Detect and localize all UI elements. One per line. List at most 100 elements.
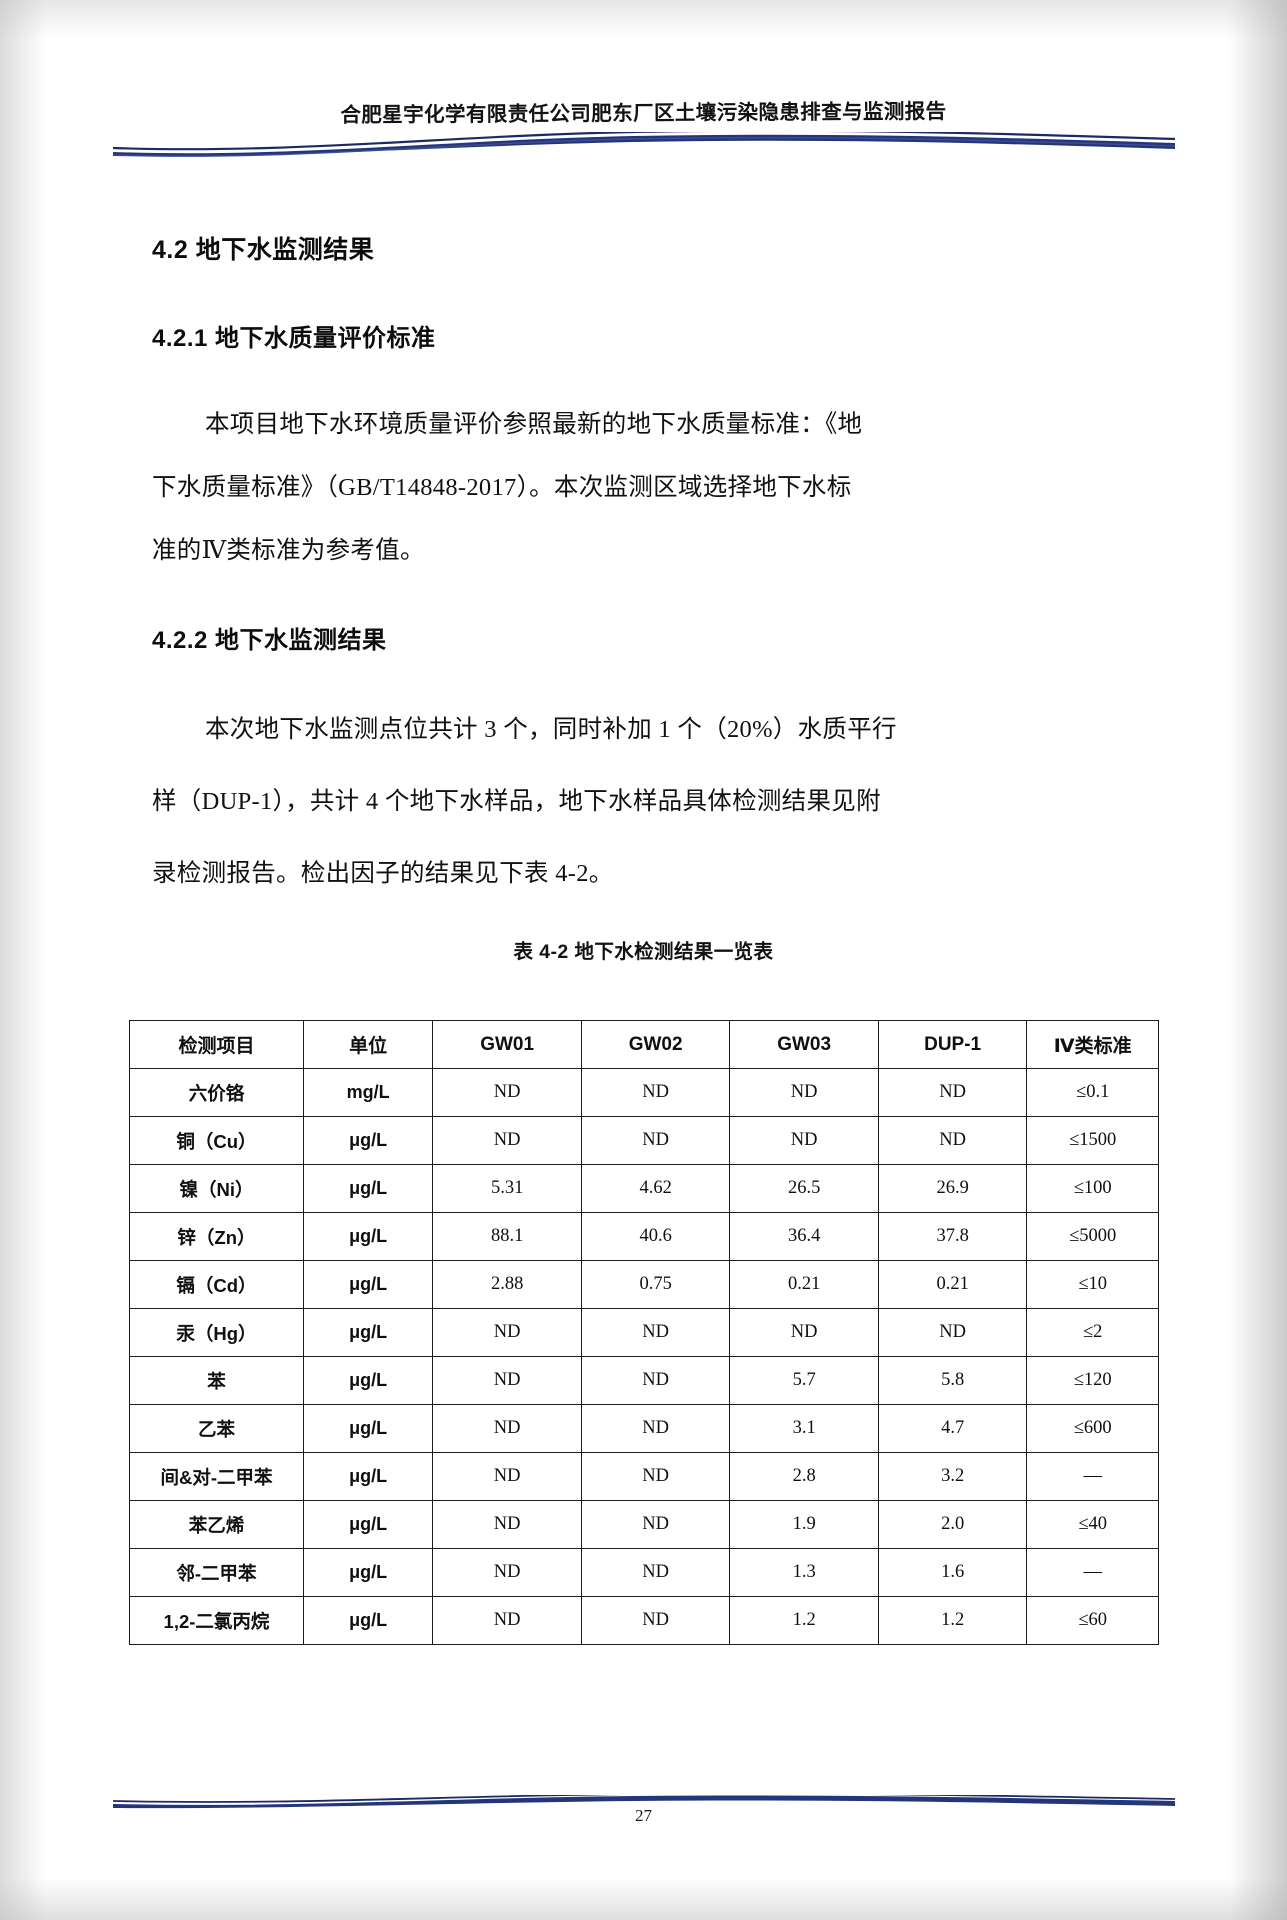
- cell-std: ≤10: [1026, 1260, 1159, 1309]
- cell-dup1: 4.7: [877, 1404, 1028, 1453]
- cell-gw03: 1.2: [729, 1596, 879, 1645]
- column-header-standard: Ⅳ类标准: [1026, 1020, 1159, 1069]
- cell-std: ≤2: [1026, 1308, 1159, 1357]
- cell-std: ≤1500: [1026, 1116, 1159, 1165]
- cell-gw01: ND: [432, 1500, 582, 1549]
- cell-dup1: ND: [877, 1116, 1028, 1165]
- cell-dup1: 26.9: [877, 1164, 1028, 1213]
- header-title: 合肥星宇化学有限责任公司肥东厂区土壤污染隐患排查与监测报告: [340, 100, 947, 127]
- cell-gw01: 88.1: [432, 1212, 582, 1261]
- table-row: 邻-二甲苯 μg/L ND ND 1.3 1.6—: [129, 1548, 1159, 1597]
- cell-param: 汞（Hg）: [129, 1308, 304, 1357]
- cell-std: ≤600: [1026, 1404, 1159, 1453]
- column-header-gw01: GW01: [432, 1020, 582, 1069]
- table-header-row: 检测项目 单位 GW01 GW02 GW03 DUP-1 Ⅳ类标准: [129, 1020, 1159, 1069]
- cell-gw02: ND: [580, 1548, 731, 1597]
- cell-dup1: 5.8: [877, 1356, 1028, 1405]
- groundwater-results-table: 检测项目 单位 GW01 GW02 GW03 DUP-1 Ⅳ类标准 六价铬 mg/…: [129, 1020, 1159, 1645]
- cell-unit: μg/L: [302, 1452, 434, 1501]
- cell-param: 邻-二甲苯: [129, 1548, 304, 1597]
- cell-gw02: 0.75: [580, 1260, 731, 1309]
- cell-gw02: 40.6: [580, 1212, 731, 1261]
- cell-unit: μg/L: [302, 1116, 434, 1165]
- cell-unit: μg/L: [302, 1404, 434, 1453]
- table-row: 六价铬 mg/L ND ND ND ND ≤0.1: [129, 1068, 1159, 1117]
- cell-gw03: 1.3: [729, 1548, 879, 1597]
- cell-unit: mg/L: [302, 1068, 434, 1117]
- cell-dup1: 1.2: [877, 1596, 1028, 1645]
- cell-gw01: ND: [432, 1596, 582, 1645]
- cell-gw02: ND: [580, 1596, 731, 1645]
- cell-gw03: 5.7: [729, 1356, 879, 1405]
- cell-unit: μg/L: [302, 1548, 434, 1597]
- cell-gw02: 4.62: [580, 1164, 731, 1213]
- table-row: 乙苯 μg/L ND ND 3.1 4.7 ≤600: [129, 1404, 1159, 1453]
- cell-gw01: ND: [432, 1116, 582, 1165]
- table-row: 锌（Zn） μg/L 88.1 40.6 36.4 37.8 ≤5000: [129, 1212, 1159, 1261]
- cell-gw02: ND: [580, 1308, 731, 1357]
- paragraph-1-line-2: 下水质量标准》（GB/T14848-2017）。本次监测区域选择地下水标: [152, 474, 852, 501]
- cell-gw01: ND: [432, 1308, 582, 1357]
- cell-gw03: ND: [729, 1068, 879, 1117]
- cell-unit: μg/L: [302, 1500, 434, 1549]
- cell-unit: μg/L: [302, 1356, 434, 1405]
- document-header: 合肥星宇化学有限责任公司肥东厂区土壤污染隐患排查与监测报告: [0, 96, 1287, 170]
- cell-std: —: [1026, 1452, 1159, 1501]
- cell-gw01: ND: [432, 1548, 582, 1597]
- cell-dup1: 3.2: [877, 1452, 1028, 1501]
- table-row: 1,2-二氯丙烷 μg/L ND ND 1.2 1.2 ≤60: [129, 1596, 1159, 1645]
- table-row: 汞（Hg） μg/L ND ND ND ND ≤2: [129, 1308, 1159, 1357]
- cell-gw03: 36.4: [729, 1212, 879, 1261]
- cell-gw01: ND: [432, 1356, 582, 1405]
- cell-gw03: 26.5: [729, 1164, 879, 1213]
- cell-gw02: ND: [580, 1116, 731, 1165]
- table-row: 间&对-二甲苯 μg/L ND ND 2.8 3.2—: [129, 1452, 1159, 1501]
- cell-std: ≤0.1: [1026, 1068, 1159, 1117]
- cell-std: ≤5000: [1026, 1212, 1159, 1261]
- column-header-unit: 单位: [302, 1020, 434, 1069]
- cell-unit: μg/L: [302, 1164, 434, 1213]
- cell-gw03: 0.21: [729, 1260, 879, 1309]
- heading-4-2: 4.2 地下水监测结果: [152, 236, 375, 264]
- paragraph-1-line-1: 本项目地下水环境质量评价参照最新的地下水质量标准：《地: [205, 411, 863, 438]
- table-row: 苯 μg/L ND ND 5.7 5.8 ≤120: [129, 1356, 1159, 1405]
- cell-gw03: ND: [729, 1308, 879, 1357]
- cell-dup1: 1.6: [877, 1548, 1028, 1597]
- column-header-gw03: GW03: [729, 1020, 879, 1069]
- heading-4-2-2: 4.2.2 地下水监测结果: [152, 627, 387, 654]
- cell-param: 六价铬: [129, 1068, 304, 1117]
- cell-gw01: 5.31: [432, 1164, 582, 1213]
- cell-gw02: ND: [580, 1500, 731, 1549]
- cell-unit: μg/L: [302, 1212, 434, 1261]
- table-row: 镉（Cd） μg/L 2.88 0.75 0.21 0.21 ≤10: [129, 1260, 1159, 1309]
- page-number: 27: [635, 1806, 652, 1825]
- cell-std: ≤40: [1026, 1500, 1159, 1549]
- cell-std: ≤60: [1026, 1596, 1159, 1645]
- paragraph-2-line-3: 录检测报告。检出因子的结果见下表 4-2。: [152, 860, 614, 887]
- column-header-gw02: GW02: [580, 1020, 731, 1069]
- cell-gw03: ND: [729, 1116, 879, 1165]
- cell-gw02: ND: [580, 1404, 731, 1453]
- cell-param: 铜（Cu）: [129, 1116, 304, 1165]
- cell-param: 镍（Ni）: [129, 1164, 304, 1213]
- cell-gw01: ND: [432, 1404, 582, 1453]
- cell-gw03: 1.9: [729, 1500, 879, 1549]
- table-row: 铜（Cu） μg/L ND ND ND ND ≤1500: [129, 1116, 1159, 1165]
- heading-4-2-1: 4.2.1 地下水质量评价标准: [152, 325, 436, 352]
- cell-param: 苯: [129, 1356, 304, 1405]
- cell-param: 苯乙烯: [129, 1500, 304, 1549]
- cell-std: ≤120: [1026, 1356, 1159, 1405]
- table-row: 镍（Ni） μg/L 5.31 4.62 26.5 26.9 ≤100: [129, 1164, 1159, 1213]
- column-header-dup1: DUP-1: [877, 1020, 1028, 1069]
- cell-dup1: 2.0: [877, 1500, 1028, 1549]
- paragraph-2-line-2: 样（DUP-1），共计 4 个地下水样品，地下水样品具体检测结果见附: [152, 788, 881, 815]
- cell-param: 锌（Zn）: [129, 1212, 304, 1261]
- cell-gw03: 2.8: [729, 1452, 879, 1501]
- paragraph-2-line-1: 本次地下水监测点位共计 3 个，同时补加 1 个（20%）水质平行: [205, 716, 897, 743]
- cell-dup1: 37.8: [877, 1212, 1028, 1261]
- column-header-parameter: 检测项目: [129, 1020, 304, 1069]
- paragraph-1-line-3: 准的Ⅳ类标准为参考值。: [152, 537, 425, 564]
- cell-param: 1,2-二氯丙烷: [129, 1596, 304, 1645]
- cell-param: 乙苯: [129, 1404, 304, 1453]
